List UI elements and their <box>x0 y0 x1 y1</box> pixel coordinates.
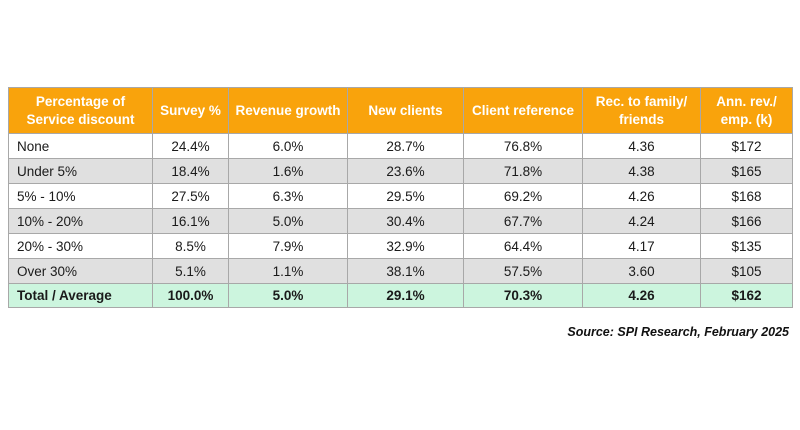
column-header-1: Survey % <box>152 87 229 134</box>
table-cell: 27.5% <box>152 183 229 209</box>
table-row: 20% - 30% 8.5% 7.9% 32.9% 64.4% 4.17 $135 <box>8 233 793 259</box>
table-header-row: Percentage of Service discount Survey % Re… <box>8 87 793 134</box>
table-cell: 32.9% <box>347 233 464 259</box>
table-cell: 4.26 <box>582 183 701 209</box>
column-header-3: New clients <box>347 87 464 134</box>
row-label: None <box>8 133 153 159</box>
table-cell: 30.4% <box>347 208 464 234</box>
source-note: Source: SPI Research, February 2025 <box>567 325 789 339</box>
discount-impact-table: Percentage of Service discount Survey % Re… <box>8 87 793 308</box>
table-row: 10% - 20% 16.1% 5.0% 30.4% 67.7% 4.24 $166 <box>8 208 793 234</box>
table-cell: 6.3% <box>228 183 348 209</box>
column-header-2: Revenue growth <box>228 87 348 134</box>
table-cell: 57.5% <box>463 258 583 284</box>
table-cell: 28.7% <box>347 133 464 159</box>
total-cell: 70.3% <box>463 283 583 308</box>
table-cell: 4.36 <box>582 133 701 159</box>
table-cell: 64.4% <box>463 233 583 259</box>
table-cell: 29.5% <box>347 183 464 209</box>
table-cell: 67.7% <box>463 208 583 234</box>
row-label: 10% - 20% <box>8 208 153 234</box>
discount-impact-table-wrap: Percentage of Service discount Survey % Re… <box>8 87 793 308</box>
row-label: Over 30% <box>8 258 153 284</box>
table-cell: $168 <box>700 183 793 209</box>
column-header-0: Percentage of Service discount <box>8 87 153 134</box>
table-cell: $172 <box>700 133 793 159</box>
row-label: 5% - 10% <box>8 183 153 209</box>
table-cell: 8.5% <box>152 233 229 259</box>
table-cell: 1.6% <box>228 158 348 184</box>
column-header-6: Ann. rev./ emp. (k) <box>700 87 793 134</box>
table-cell: 1.1% <box>228 258 348 284</box>
table-cell: 18.4% <box>152 158 229 184</box>
table-cell: 76.8% <box>463 133 583 159</box>
table-row: 5% - 10% 27.5% 6.3% 29.5% 69.2% 4.26 $168 <box>8 183 793 209</box>
table-cell: 24.4% <box>152 133 229 159</box>
total-cell: 100.0% <box>152 283 229 308</box>
table-cell: 69.2% <box>463 183 583 209</box>
table-cell: 5.0% <box>228 208 348 234</box>
table-row: Under 5% 18.4% 1.6% 23.6% 71.8% 4.38 $165 <box>8 158 793 184</box>
total-cell: $162 <box>700 283 793 308</box>
table-cell: 5.1% <box>152 258 229 284</box>
table-cell: $105 <box>700 258 793 284</box>
table-row: None 24.4% 6.0% 28.7% 76.8% 4.36 $172 <box>8 133 793 159</box>
table-cell: 6.0% <box>228 133 348 159</box>
table-cell: 3.60 <box>582 258 701 284</box>
table-cell: 38.1% <box>347 258 464 284</box>
column-header-4: Client reference <box>463 87 583 134</box>
table-cell: 4.17 <box>582 233 701 259</box>
table-cell: 16.1% <box>152 208 229 234</box>
column-header-5: Rec. to family/ friends <box>582 87 701 134</box>
table-cell: 4.24 <box>582 208 701 234</box>
table-cell: 23.6% <box>347 158 464 184</box>
table-cell: 4.38 <box>582 158 701 184</box>
table-cell: $135 <box>700 233 793 259</box>
table-cell: 7.9% <box>228 233 348 259</box>
total-cell: 5.0% <box>228 283 348 308</box>
total-row-label: Total / Average <box>8 283 153 308</box>
table-cell: 71.8% <box>463 158 583 184</box>
table-row: Over 30% 5.1% 1.1% 38.1% 57.5% 3.60 $105 <box>8 258 793 284</box>
row-label: Under 5% <box>8 158 153 184</box>
total-cell: 29.1% <box>347 283 464 308</box>
row-label: 20% - 30% <box>8 233 153 259</box>
table-cell: $165 <box>700 158 793 184</box>
total-cell: 4.26 <box>582 283 701 308</box>
table-cell: $166 <box>700 208 793 234</box>
total-average-row: Total / Average 100.0% 5.0% 29.1% 70.3% 4.26 $… <box>8 283 793 308</box>
